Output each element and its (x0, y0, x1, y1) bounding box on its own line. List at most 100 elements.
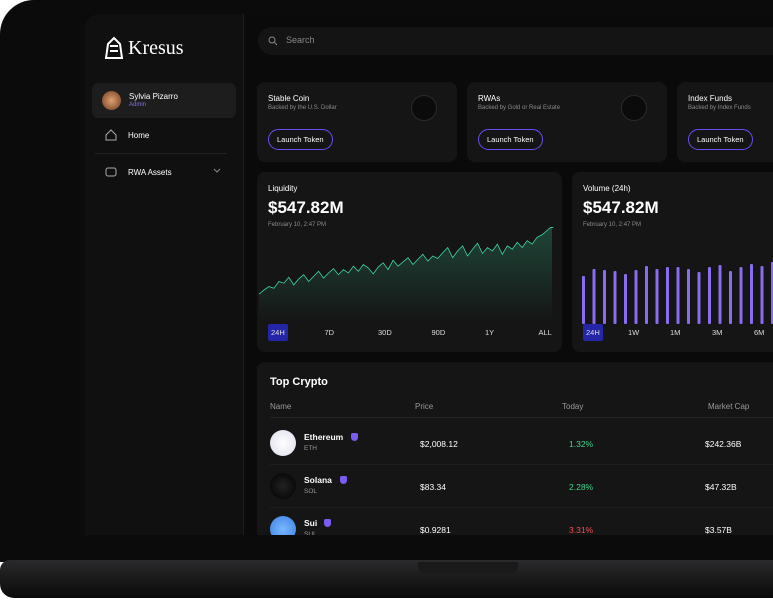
liquidity-label: Liquidity (268, 184, 298, 193)
range-button[interactable]: 24H (268, 324, 288, 341)
search-bar[interactable]: Search (258, 27, 773, 55)
liquidity-date: February 10, 2:47 PM (268, 222, 327, 228)
range-button[interactable]: 90D (431, 328, 446, 337)
nav-item[interactable]: Home (128, 131, 150, 140)
coin-market-cap: $47.32B (705, 482, 737, 492)
avatar (102, 91, 121, 110)
row-divider (270, 507, 773, 508)
coin-name: Solana (304, 475, 332, 485)
range-button[interactable]: 3M (712, 328, 723, 337)
volume-value: $547.82M (583, 198, 659, 217)
coin-change: 2.28% (569, 482, 594, 492)
token-card: RWAs Backed by Gold or Real Estate Launch … (467, 82, 667, 162)
screen: Kresus Sylvia Pizarro Admin Home RWA Ass… (85, 14, 773, 535)
coin-name: Sui (304, 518, 318, 528)
volume-bar (645, 266, 648, 324)
coin-market-cap: $3.57B (705, 525, 732, 535)
volume-bar (613, 271, 617, 324)
coin-icon (270, 473, 296, 499)
coin-name: Ethereum (304, 432, 344, 442)
range-button[interactable]: 1Y (485, 328, 495, 337)
chevron (213, 168, 221, 173)
launch-button[interactable]: Launch Token (478, 129, 543, 150)
top-crypto-title: Top Crypto (270, 376, 328, 388)
range-button[interactable]: 7D (324, 328, 335, 337)
column-header: Today (562, 402, 584, 411)
logo: Kresus (128, 37, 184, 59)
launch-button[interactable]: Launch Token (688, 129, 753, 150)
volume-bar (687, 269, 690, 324)
card-subtitle: Backed by the U.S. Dollar (268, 105, 337, 111)
card-icon (411, 95, 437, 121)
token-card: Stable Coin Backed by the U.S. Dollar Laun… (257, 82, 457, 162)
coin-price: $83.34 (420, 482, 446, 492)
logo-icon (104, 36, 124, 59)
liquidity-end-dot (550, 227, 554, 229)
volume-bar (634, 270, 638, 324)
coin-icon (270, 516, 296, 535)
liquidity-area (259, 227, 552, 322)
card-title: Stable Coin (268, 94, 310, 103)
row-divider (270, 464, 773, 465)
liquidity-chart (258, 227, 554, 322)
volume-card: Volume (24h) $547.82M February 10, 2:47 … (572, 172, 773, 352)
coin-icon (270, 430, 296, 456)
volume-bar (760, 266, 764, 324)
card-subtitle: Backed by Gold or Real Estate (478, 105, 561, 111)
user-card[interactable]: Sylvia Pizarro Admin (92, 83, 236, 118)
base-notch (418, 562, 518, 574)
volume-bar (697, 272, 701, 324)
token-card: Index Funds Backed by Index Funds Launch T… (677, 82, 773, 162)
range-button[interactable]: ALL (538, 328, 552, 337)
header-divider (270, 417, 773, 418)
liquidity-line (258, 227, 552, 295)
column-header: Price (415, 402, 434, 411)
volume-bar (718, 265, 722, 324)
coin-price: $0.9281 (420, 525, 451, 535)
search-placeholder: Search (286, 35, 315, 45)
volume-bar (592, 269, 596, 324)
top-crypto-card: Top Crypto Name Price Today Market Cap Ether… (257, 362, 773, 535)
verified-badge (351, 433, 359, 441)
range-button[interactable]: 1W (628, 328, 640, 337)
divider (95, 153, 227, 154)
volume-bar (708, 267, 711, 324)
card-title: RWAs (478, 94, 501, 103)
volume-bar (676, 267, 680, 324)
volume-bar (582, 276, 585, 324)
volume-bar (624, 274, 627, 324)
volume-bar (603, 270, 606, 324)
coin-change: 3.31% (569, 525, 594, 535)
laptop-base (0, 560, 773, 598)
rwa-icon (105, 167, 117, 177)
verified-badge (340, 476, 348, 484)
card-subtitle: Backed by Index Funds (688, 105, 751, 111)
volume-bar (750, 264, 753, 324)
search-icon (268, 36, 278, 46)
volume-chart (582, 262, 773, 324)
liquidity-card: Liquidity $547.82M February 10, 2:47 PM … (257, 172, 562, 352)
coin-change: 1.32% (569, 439, 594, 449)
verified-badge (324, 519, 332, 527)
coin-symbol: SUI (304, 531, 315, 535)
nav-item[interactable]: RWA Assets (128, 168, 172, 177)
volume-bar (655, 269, 659, 324)
volume-bar (666, 267, 669, 324)
coin-symbol: ETH (304, 445, 317, 452)
volume-label: Volume (24h) (583, 184, 631, 193)
card-title: Index Funds (688, 94, 733, 103)
user-role: Admin (129, 102, 147, 108)
volume-bar (739, 267, 743, 324)
user-name: Sylvia Pizarro (129, 92, 178, 101)
liquidity-value: $547.82M (268, 198, 344, 217)
coin-symbol: SOL (304, 488, 318, 495)
launch-button[interactable]: Launch Token (268, 129, 333, 150)
coin-price: $2,008.12 (420, 439, 458, 449)
range-button[interactable]: 6M (754, 328, 765, 337)
range-button[interactable]: 24H (583, 324, 603, 341)
card-icon (621, 95, 647, 121)
column-header: Market Cap (708, 402, 750, 411)
range-button[interactable]: 30D (378, 328, 392, 337)
range-button[interactable]: 1M (670, 328, 681, 337)
